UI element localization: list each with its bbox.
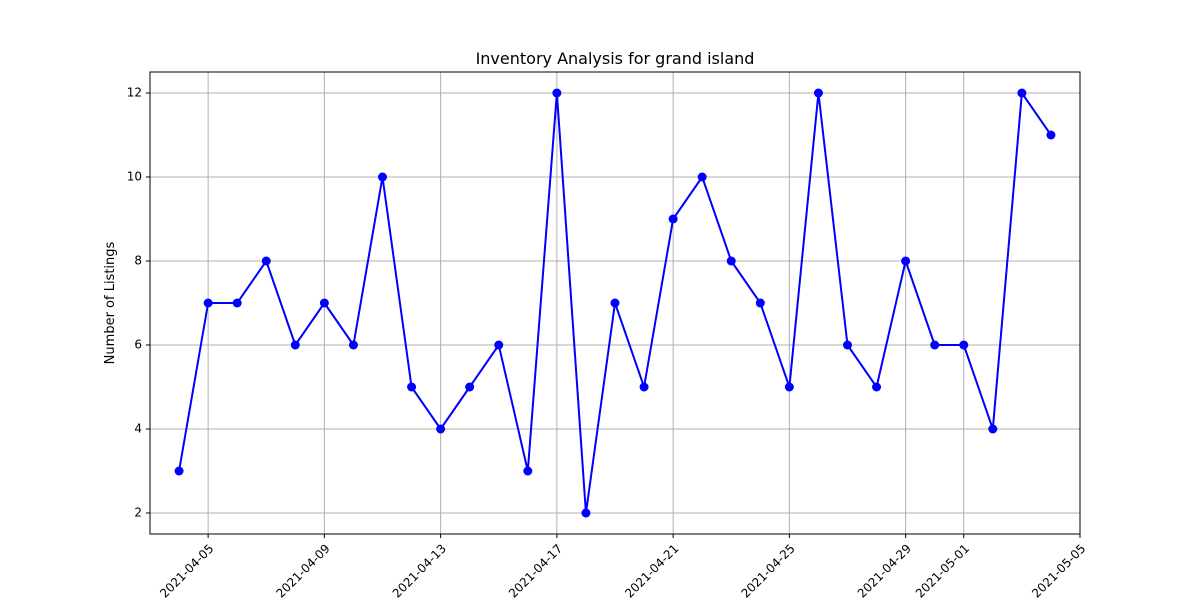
data-point	[174, 466, 184, 476]
grid	[150, 72, 1081, 534]
data-point	[261, 256, 271, 266]
y-axis: 2 4 6 8 10 12	[127, 86, 150, 520]
data-point	[436, 424, 446, 434]
x-tick-label: 2021-05-05	[1029, 541, 1088, 600]
data-point	[232, 298, 242, 308]
y-tick-label: 6	[134, 338, 142, 352]
data-point	[755, 298, 765, 308]
data-point	[988, 424, 998, 434]
data-point	[290, 340, 300, 350]
data-point	[668, 214, 678, 224]
x-tick-label: 2021-04-29	[855, 541, 914, 600]
data-point	[581, 508, 591, 518]
data-point	[784, 382, 794, 392]
data-point	[843, 340, 852, 350]
data-point	[930, 340, 940, 350]
y-tick-label: 4	[134, 422, 142, 436]
x-tick-label: 2021-04-17	[506, 541, 565, 600]
data-point	[378, 172, 387, 182]
y-tick-label: 2	[134, 506, 142, 520]
y-axis-label: Number of Listings	[103, 241, 118, 364]
y-tick-label: 10	[127, 170, 142, 184]
data-point	[407, 382, 417, 392]
data-point	[348, 340, 358, 350]
data-point	[639, 382, 649, 392]
data-point	[901, 256, 911, 266]
x-tick-label: 2021-04-21	[622, 541, 681, 600]
data-point	[813, 88, 823, 98]
data-point	[1046, 130, 1056, 140]
chart-title: Inventory Analysis for grand island	[476, 49, 755, 68]
x-tick-label: 2021-05-01	[913, 541, 972, 600]
data-point	[523, 466, 533, 476]
plot-frame	[149, 71, 1081, 535]
data-point	[610, 298, 620, 308]
data-point	[319, 298, 329, 308]
data-point	[726, 256, 736, 266]
data-point	[1017, 88, 1027, 98]
y-tick-label: 12	[127, 86, 142, 100]
x-tick-label: 2021-04-25	[738, 541, 797, 600]
plot-area	[174, 88, 1056, 518]
data-point	[697, 172, 707, 182]
x-tick-label: 2021-04-05	[157, 541, 216, 600]
data-point	[465, 382, 475, 392]
y-tick-label: 8	[134, 254, 142, 268]
data-point	[872, 382, 882, 392]
data-point	[494, 340, 504, 350]
x-tick-label: 2021-04-13	[390, 541, 449, 600]
x-axis: 2021-04-05 2021-04-09 2021-04-13 2021-04-17…	[157, 534, 1088, 600]
data-point	[203, 298, 213, 308]
data-point	[552, 88, 562, 98]
x-tick-label: 2021-04-09	[273, 541, 332, 600]
data-point	[959, 340, 969, 350]
